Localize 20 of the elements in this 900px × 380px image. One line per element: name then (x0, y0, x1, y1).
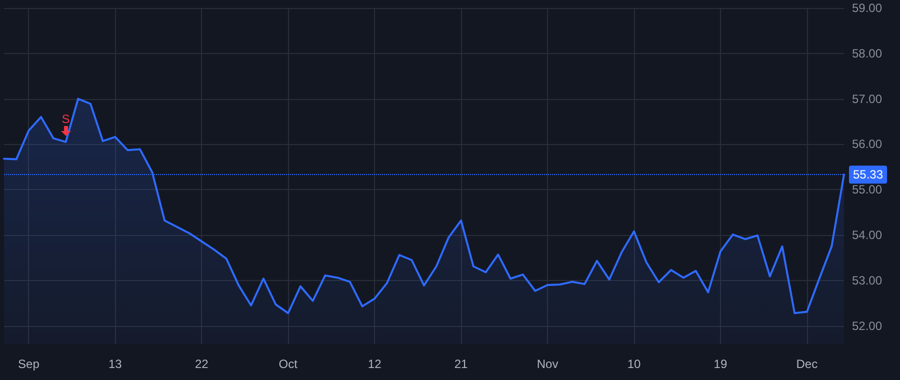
y-tick-label: 59.00 (852, 1, 882, 15)
y-tick-label: 56.00 (852, 137, 882, 152)
y-tick-label: 57.00 (852, 92, 882, 106)
x-tick-label: 13 (108, 357, 122, 371)
y-tick-label: 53.00 (852, 273, 882, 288)
y-tick-label: 54.00 (852, 228, 882, 242)
y-tick-label: 52.00 (852, 318, 882, 333)
ref-line-label: 55.33 (853, 168, 884, 182)
x-tick-label: Nov (536, 357, 558, 371)
y-tick-label: 58.00 (852, 46, 882, 60)
x-tick-label: 22 (194, 357, 209, 371)
x-tick-label: 10 (627, 357, 641, 371)
x-tick-label: Sep (18, 357, 40, 371)
x-tick-label: Oct (278, 357, 298, 371)
x-tick-label: 12 (368, 357, 382, 371)
x-tick-label: 21 (454, 357, 468, 371)
x-tick-label: 19 (714, 357, 728, 371)
y-tick-label: 55.00 (852, 182, 882, 197)
annotation: S (60, 112, 71, 126)
x-tick-label: Dec (796, 357, 818, 371)
